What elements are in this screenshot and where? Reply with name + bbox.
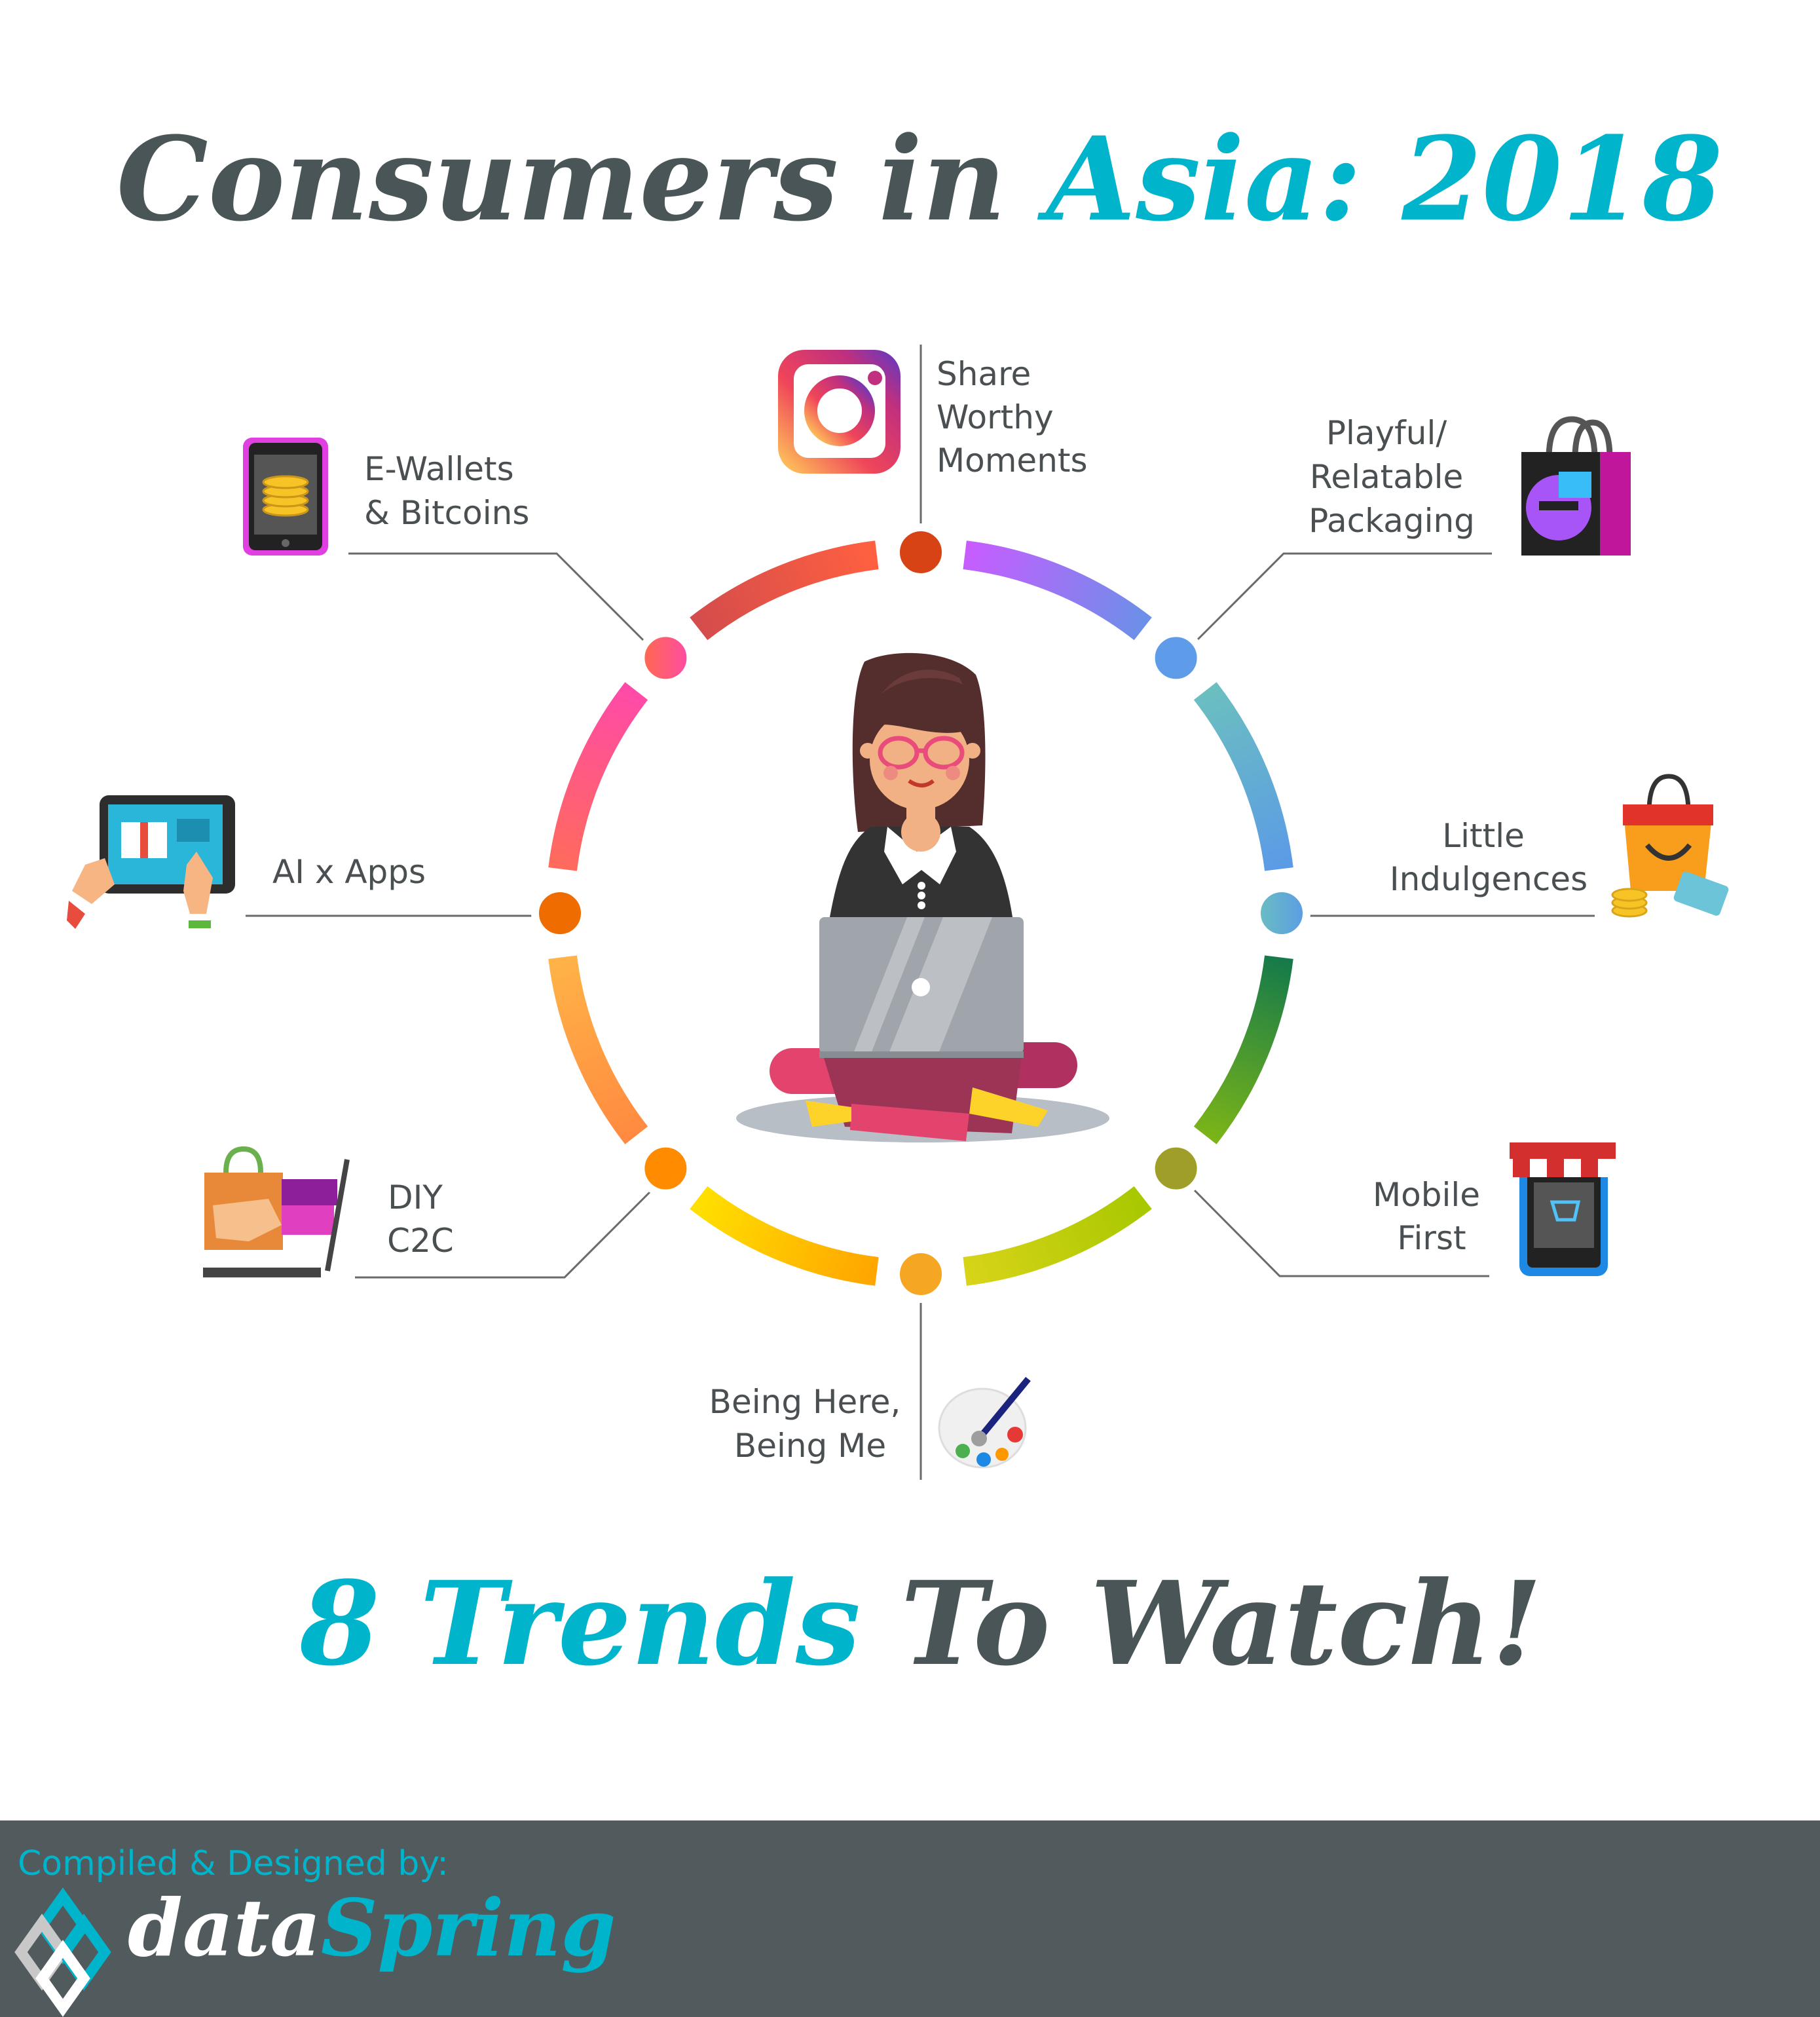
trend-node bbox=[531, 884, 589, 942]
label-line: Mobile bbox=[1373, 1176, 1480, 1214]
trend-node bbox=[892, 523, 950, 581]
footer-credit: Compiled & Designed by: bbox=[18, 1844, 449, 1883]
trend-node bbox=[637, 1139, 695, 1197]
leader-lines bbox=[246, 345, 1595, 1480]
gift-bag-coins-icon bbox=[1611, 774, 1729, 918]
trend-nodes bbox=[531, 523, 1310, 1303]
trend-node bbox=[1253, 884, 1310, 942]
trend-label-ewallets-bitcoins: E-Wallets & Bitcoins bbox=[364, 450, 529, 532]
label-line: Indulgences bbox=[1390, 860, 1588, 898]
label-line: Worthy bbox=[937, 398, 1054, 436]
tablet-shopping-icon bbox=[67, 795, 235, 929]
trend-node bbox=[892, 1245, 950, 1303]
leader-line-playful bbox=[1191, 552, 1492, 647]
leader-line-diy bbox=[355, 1186, 656, 1279]
page-title: Consumers in Asia: 2018 bbox=[117, 111, 1722, 247]
ring-segment bbox=[548, 955, 648, 1144]
trend-label-mobile-first: Mobile First bbox=[1373, 1176, 1491, 1257]
trend-label-share-worthy-moments: Share Worthy Moments bbox=[937, 355, 1088, 480]
label-line: First bbox=[1397, 1219, 1466, 1257]
leader-line-ewallets bbox=[348, 552, 650, 647]
ring-segment bbox=[963, 1186, 1152, 1286]
laptop-shopping-bag-icon bbox=[203, 1146, 350, 1277]
trend-node bbox=[1147, 629, 1205, 687]
trend-label-ai-x-apps: AI x Apps bbox=[272, 853, 426, 891]
title-part1: Consumers in bbox=[117, 111, 1047, 247]
brand-part2: Spring bbox=[321, 1882, 616, 1974]
paint-palette-icon bbox=[938, 1376, 1031, 1469]
label-line: Moments bbox=[937, 442, 1088, 480]
ring-segment bbox=[1193, 955, 1293, 1144]
ring-segment bbox=[690, 1186, 879, 1286]
label-line: Being Me bbox=[734, 1427, 886, 1465]
phone-coins-icon bbox=[243, 438, 328, 556]
subtitle-part1: 8 Trends bbox=[299, 1556, 901, 1691]
trend-label-playful-packaging: Playful/ Relatable Packaging bbox=[1309, 414, 1475, 540]
trend-node bbox=[637, 629, 695, 687]
label-line: Share bbox=[937, 355, 1031, 393]
ring-segment bbox=[690, 540, 879, 641]
mobile-shop-icon bbox=[1510, 1142, 1616, 1276]
dataspring-logo-icon bbox=[14, 1887, 111, 2017]
ring-segment bbox=[548, 682, 648, 871]
trend-node bbox=[1147, 1139, 1205, 1197]
label-line: DIY bbox=[388, 1178, 443, 1216]
leader-line-mobile bbox=[1187, 1183, 1489, 1277]
subtitle-part2: To Watch! bbox=[901, 1556, 1542, 1691]
trend-label-little-indulgences: Little Indulgences bbox=[1390, 817, 1588, 898]
label-line: & Bitcoins bbox=[364, 494, 529, 532]
label-line: Relatable bbox=[1310, 458, 1463, 496]
label-line: Packaging bbox=[1309, 502, 1475, 540]
trend-ring bbox=[548, 540, 1293, 1286]
label-line: Little bbox=[1442, 817, 1525, 855]
footer-brand: dataSpring bbox=[128, 1882, 616, 1974]
label-line: C2C bbox=[387, 1222, 454, 1260]
subtitle: 8 Trends To Watch! bbox=[299, 1556, 1542, 1691]
label-line: E-Wallets bbox=[364, 450, 514, 488]
label-line: Playful/ bbox=[1326, 414, 1447, 452]
trend-label-being-here-being-me: Being Here, Being Me bbox=[709, 1383, 912, 1465]
label-line: AI x Apps bbox=[272, 853, 426, 891]
footer-bar bbox=[0, 1820, 1820, 2017]
trend-label-diy-c2c: DIY C2C bbox=[387, 1178, 454, 1260]
ring-segment bbox=[963, 540, 1152, 641]
ring-segment bbox=[1193, 682, 1293, 871]
woman-with-laptop-illustration bbox=[736, 652, 1109, 1142]
label-line: Being Here, bbox=[709, 1383, 901, 1421]
title-part2: Asia: 2018 bbox=[1037, 111, 1723, 247]
instagram-icon bbox=[778, 350, 901, 474]
shopping-bag-icon bbox=[1521, 416, 1631, 556]
brand-part1: data bbox=[128, 1882, 321, 1974]
